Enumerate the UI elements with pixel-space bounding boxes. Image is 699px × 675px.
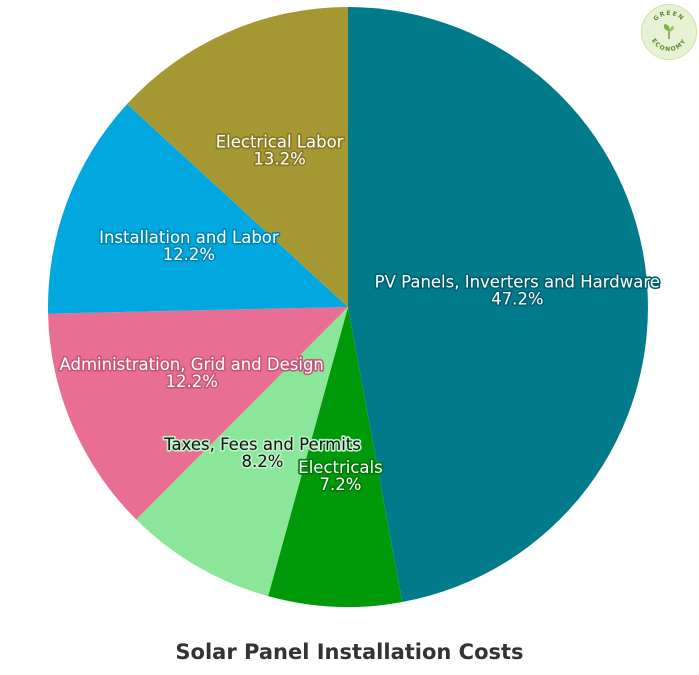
slice-label-5: Installation and Labor 12.2% <box>99 228 279 264</box>
pie-slice-5[interactable] <box>47 104 349 314</box>
slice-category-label: Installation and Labor <box>99 228 279 247</box>
pie-slice-3[interactable] <box>136 307 348 597</box>
slice-label-3: Taxes, Fees and Permits 8.2% <box>163 435 361 471</box>
green-economy-logo: GREEN ECONOMY <box>641 4 697 60</box>
slice-category-label: Administration, Grid and Design <box>60 355 324 374</box>
slice-value-label: 12.2% <box>165 372 217 391</box>
chart-title: Solar Panel Installation Costs <box>175 640 524 664</box>
slice-category-label: Electricals <box>298 458 382 477</box>
slice-label-4: Administration, Grid and Design 12.2% <box>60 355 324 391</box>
slice-value-label: 47.2% <box>491 290 543 309</box>
leaf-icon <box>663 24 674 39</box>
pie-slice-4[interactable] <box>48 307 348 520</box>
logo-text-bottom: ECONOMY <box>650 37 687 53</box>
slice-label-6: Electrical Labor 13.2% <box>216 132 344 168</box>
slice-value-label: 7.2% <box>320 475 362 494</box>
slice-category-label: Electrical Labor <box>216 132 344 151</box>
pie-slices <box>47 7 648 607</box>
svg-text:ECONOMY: ECONOMY <box>650 37 688 53</box>
svg-text:GREEN: GREEN <box>652 10 685 23</box>
logo-text-top: GREEN <box>652 10 684 23</box>
slice-label-2: Electricals 7.2% <box>298 458 382 494</box>
slice-value-label: 13.2% <box>253 149 305 168</box>
pie-slice-6[interactable] <box>127 7 348 307</box>
pie-slice-2[interactable] <box>268 307 403 607</box>
slice-value-label: 12.2% <box>163 245 215 264</box>
pie-labels: PV Panels, Inverters and Hardware 47.2% El… <box>58 131 662 496</box>
slice-category-label: Taxes, Fees and Permits <box>163 435 361 454</box>
slice-value-label: 8.2% <box>242 452 284 471</box>
pie-slice-1[interactable] <box>348 7 648 603</box>
slice-category-label: PV Panels, Inverters and Hardware <box>375 273 660 292</box>
slice-label-1: PV Panels, Inverters and Hardware 47.2% <box>375 273 660 309</box>
